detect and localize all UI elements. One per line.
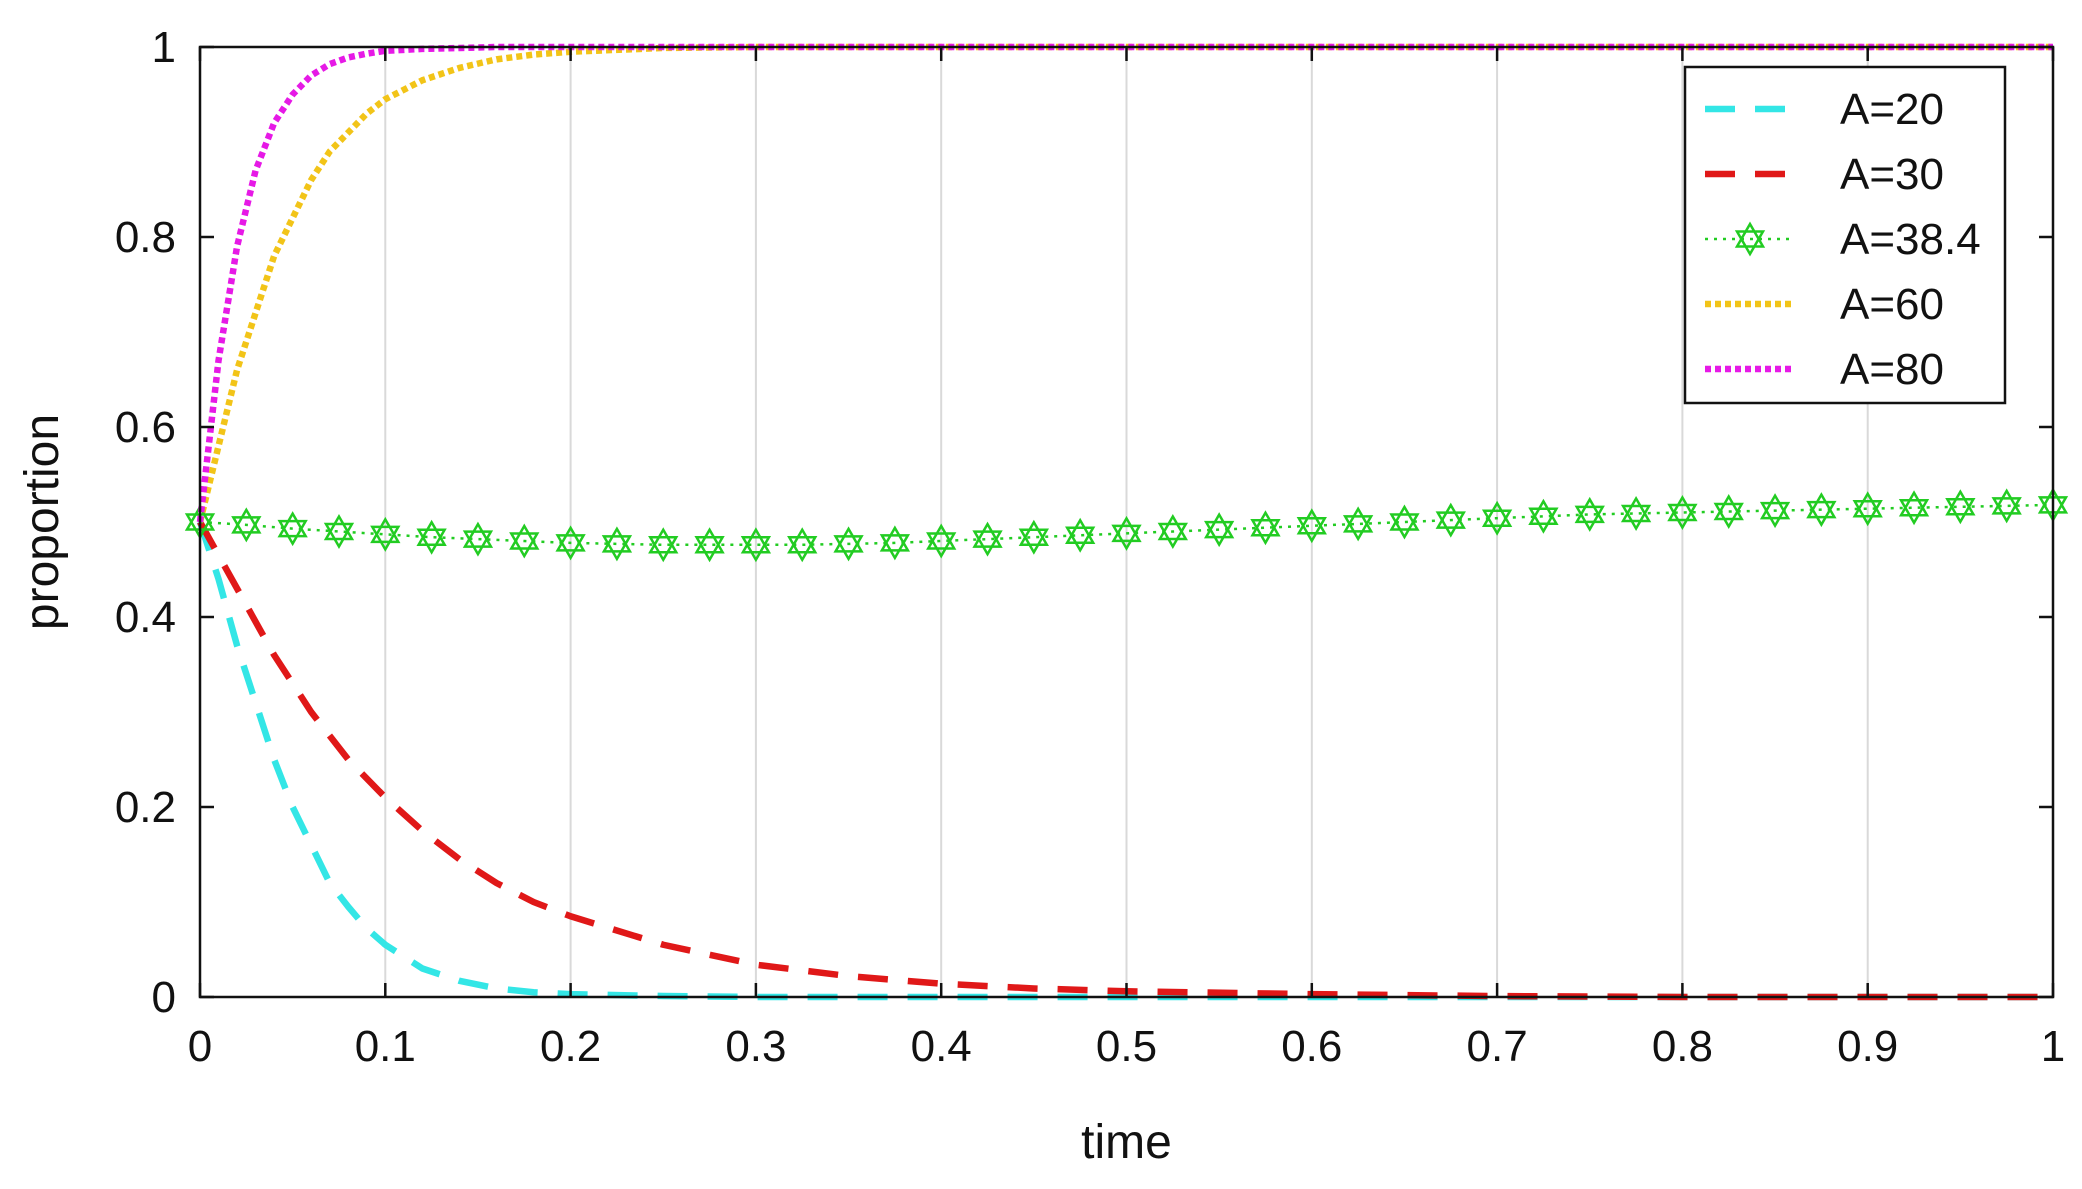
x-tick-label: 0.6 [1281,1022,1342,1071]
x-tick-label: 0.3 [725,1022,786,1071]
series-marker [555,525,586,561]
y-tick-label: 1 [152,23,176,72]
x-tick-label: 0.7 [1467,1022,1528,1071]
y-tick-label: 0 [152,973,176,1022]
series-marker [323,514,355,549]
series-marker [1528,498,1559,534]
series-marker [462,521,494,557]
series-marker [601,526,633,562]
series-marker [787,527,818,563]
y-tick-label: 0.6 [115,403,176,452]
legend: A=20 A=30 A=38.4 A=60 A=80 [1683,65,2007,405]
y-tick-label: 0.2 [115,783,176,832]
series-marker [1342,506,1374,542]
series-marker [509,523,540,559]
series-marker [1667,494,1698,531]
series-marker [740,527,772,563]
series-marker [1018,519,1050,555]
legend-label: A=80 [1840,345,1944,394]
series-marker [1713,494,1744,530]
series-marker [1296,508,1327,544]
x-tick-label: 0.2 [540,1022,601,1071]
series-marker [972,521,1003,557]
series-marker [370,516,401,552]
series-marker [879,525,911,561]
series-marker [1852,491,1883,527]
series-line [197,520,2053,1001]
x-tick-label: 0.9 [1837,1022,1898,1071]
series-marker [1157,514,1188,549]
x-tick-label: 1 [2041,1022,2065,1071]
series-marker [1203,512,1235,548]
series-marker [833,526,864,562]
axis-ticks: 0 0.1 0.2 0.3 0.4 0.5 0.6 0.7 0.8 0.9 1 0 0.2 0.4 0.6 0… [115,23,2065,1071]
series-marker [1806,492,1837,528]
series-marker [1250,510,1281,546]
series-A=30 [197,520,2053,1001]
series-marker [416,519,447,555]
series-marker [1389,504,1420,540]
series-marker [1481,500,1513,536]
series-A=38.4 [184,487,2069,563]
series-marker [1620,495,1652,531]
series-marker [277,511,308,547]
x-tick-label: 0 [188,1022,212,1071]
series-marker [926,523,957,559]
series-marker [1991,488,2022,524]
series-marker [1435,502,1466,538]
x-tick-label: 0.8 [1652,1022,1713,1071]
series-marker [694,527,725,563]
x-tick-label: 0.1 [355,1022,416,1071]
series-marker [1898,490,1930,526]
legend-label: A=60 [1840,280,1944,329]
series-marker [1945,489,1976,525]
series-line [199,503,2054,547]
legend-label: A=30 [1840,150,1944,199]
x-tick-label: 0.5 [1096,1022,1157,1071]
legend-label: A=20 [1840,85,1944,134]
y-tick-label: 0.4 [115,593,176,642]
y-axis-title: proportion [16,414,69,630]
legend-label: A=38.4 [1840,215,1981,264]
x-axis-title: time [1081,1116,1172,1169]
x-tick-label: 0.4 [911,1022,972,1071]
y-tick-label: 0.8 [115,213,176,262]
series-marker [1065,517,1096,553]
series-marker [1574,496,1605,532]
series-marker [231,507,262,543]
series-marker [1759,493,1791,529]
series-marker [648,527,679,563]
series-marker [1111,515,1142,551]
legend-marker [1734,221,1766,257]
